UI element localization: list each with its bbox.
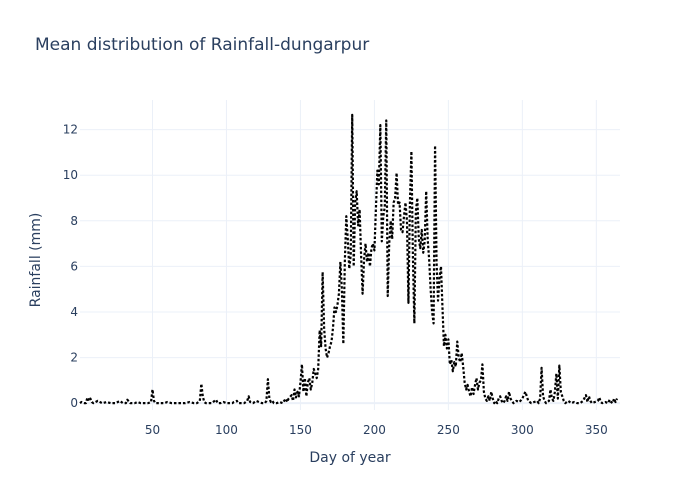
x-tick-label: 300 bbox=[511, 423, 534, 437]
y-tick-label: 12 bbox=[63, 123, 78, 137]
y-tick-label: 8 bbox=[70, 214, 78, 228]
y-tick-label: 10 bbox=[63, 168, 78, 182]
x-tick-label: 100 bbox=[215, 423, 238, 437]
chart-title: Mean distribution of Rainfall-dungarpur bbox=[35, 35, 369, 55]
x-tick-label: 350 bbox=[585, 423, 608, 437]
y-tick-label: 6 bbox=[70, 259, 78, 273]
x-tick-label: 150 bbox=[289, 423, 312, 437]
y-tick-label: 0 bbox=[70, 396, 78, 410]
y-tick-label: 2 bbox=[70, 351, 78, 365]
tick-labels: 50 100 150 200 250 300 350 0 2 4 6 8 10 12 bbox=[63, 123, 608, 437]
y-axis-title: Rainfall (mm) bbox=[28, 213, 44, 308]
x-axis-title: Day of year bbox=[309, 450, 391, 466]
y-tick-label: 4 bbox=[70, 305, 78, 319]
plot-area bbox=[79, 113, 619, 405]
x-tick-label: 50 bbox=[145, 423, 160, 437]
gridlines bbox=[80, 100, 620, 410]
x-tick-label: 200 bbox=[363, 423, 386, 437]
rainfall-series-line bbox=[79, 113, 619, 405]
x-tick-label: 250 bbox=[437, 423, 460, 437]
